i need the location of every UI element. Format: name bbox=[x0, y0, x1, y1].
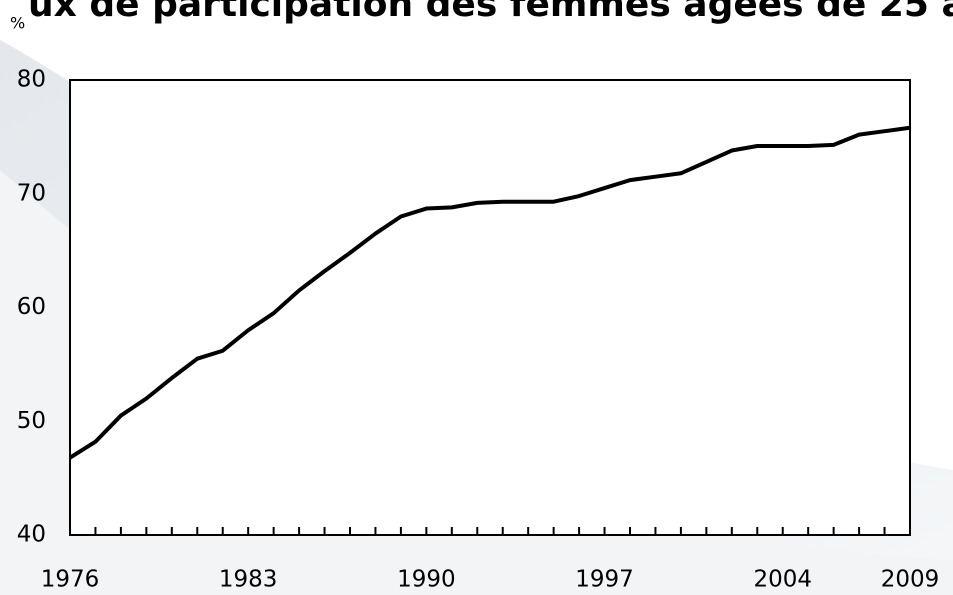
chart: ux de participation des femmes âgées de … bbox=[0, 0, 953, 595]
x-tick-label: 1997 bbox=[575, 567, 634, 593]
x-tick-label: 1976 bbox=[41, 567, 100, 593]
y-tick-label: 60 bbox=[17, 294, 46, 320]
y-tick-label: 80 bbox=[17, 67, 46, 93]
x-tick-label: 1983 bbox=[219, 567, 278, 593]
y-tick-label: 40 bbox=[17, 522, 46, 548]
x-tick-label: 2004 bbox=[753, 567, 812, 593]
plot-area bbox=[70, 80, 910, 535]
y-axis-label: % bbox=[10, 14, 25, 33]
y-tick-label: 70 bbox=[17, 180, 46, 206]
y-tick-label: 50 bbox=[17, 408, 46, 434]
x-tick-label: 2009 bbox=[881, 567, 940, 593]
x-tick-label: 1990 bbox=[397, 567, 456, 593]
chart-title: ux de participation des femmes âgées de … bbox=[28, 0, 953, 25]
